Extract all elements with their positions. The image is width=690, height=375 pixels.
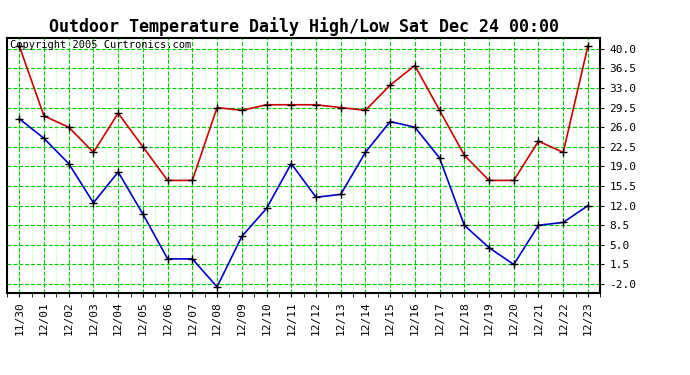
- Text: Copyright 2005 Curtronics.com: Copyright 2005 Curtronics.com: [10, 40, 191, 50]
- Title: Outdoor Temperature Daily High/Low Sat Dec 24 00:00: Outdoor Temperature Daily High/Low Sat D…: [48, 17, 559, 36]
